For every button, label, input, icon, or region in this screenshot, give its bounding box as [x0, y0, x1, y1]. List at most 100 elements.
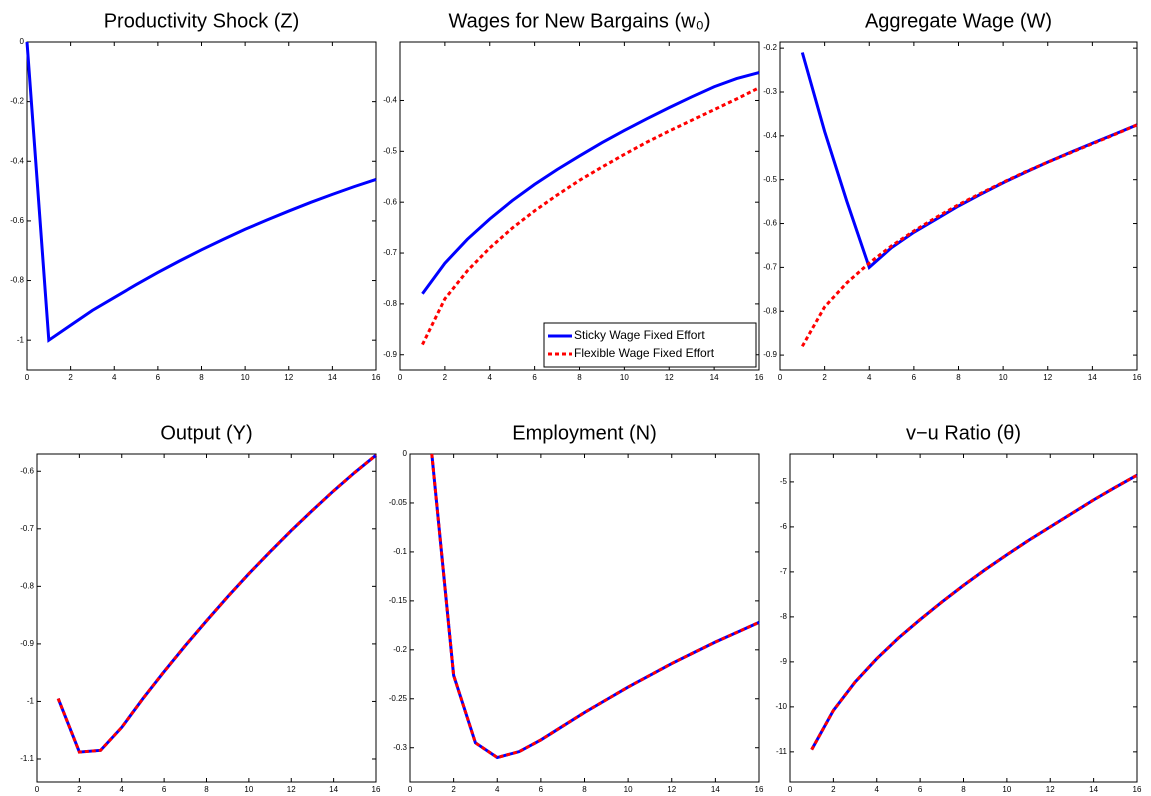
subplot-title: Aggregate Wage (W): [865, 10, 1052, 32]
y-tick-label: -9: [780, 657, 788, 666]
y-tick-label: -0.6: [763, 219, 777, 228]
x-tick-label: 0: [398, 373, 403, 382]
x-tick-label: 14: [329, 785, 338, 794]
y-tick-label: -0.8: [20, 581, 34, 590]
x-tick-label: 16: [1133, 373, 1142, 382]
x-tick-label: 14: [711, 785, 720, 794]
x-tick-label: 6: [912, 373, 917, 382]
subplot-title: v−u Ratio (θ): [906, 422, 1021, 444]
y-tick-label: -0.4: [763, 131, 777, 140]
subplot: v−u Ratio (θ) 0 2 4 6 8 10 12 14 16 -5 -6 -7 -8 -9 -10 -…: [775, 422, 1142, 794]
y-tick-label: -11: [776, 747, 788, 756]
series-line: [421, 86, 760, 346]
subplot: Employment (N) 0 2 4 6 8 10 12 14 16 0 -0.05 -0.1 -0.…: [389, 422, 764, 794]
y-tick-label: -0.5: [763, 175, 777, 184]
x-tick-label: 8: [961, 785, 966, 794]
series-line: [25, 41, 377, 343]
subplot: Productivity Shock (Z) 0 2 4 6 8 10 12 14 16 0 -0.2…: [10, 10, 381, 382]
series-line: [810, 473, 1138, 751]
x-tick-label: 10: [620, 373, 629, 382]
x-tick-label: 2: [451, 785, 456, 794]
series-line: [801, 123, 1138, 348]
x-tick-label: 16: [755, 785, 764, 794]
legend-label: Sticky Wage Fixed Effort: [574, 328, 705, 342]
y-tick-label: -1.1: [20, 754, 34, 763]
x-tick-label: 12: [287, 785, 296, 794]
x-tick-label: 16: [1133, 785, 1142, 794]
x-tick-label: 14: [710, 373, 719, 382]
x-tick-label: 10: [1002, 785, 1011, 794]
y-tick-label: -0.1: [393, 547, 407, 556]
x-tick-label: 10: [241, 373, 250, 382]
x-tick-label: 8: [582, 785, 587, 794]
x-tick-label: 8: [199, 373, 204, 382]
subplot: Output (Y) 0 2 4 6 8 10 12 14 16 -0.6 -0.7 -0.8 -0.9 -…: [20, 422, 381, 794]
x-tick-label: 14: [1089, 785, 1098, 794]
x-tick-label: 12: [665, 373, 674, 382]
plot-area: [36, 453, 377, 783]
subplot-title: Output (Y): [160, 422, 252, 444]
x-tick-label: 4: [120, 785, 125, 794]
series-line: [421, 71, 760, 295]
y-tick-label: -0.2: [763, 43, 777, 52]
series-line: [56, 453, 377, 754]
x-tick-label: 0: [788, 785, 793, 794]
x-tick-label: 2: [822, 373, 827, 382]
x-tick-label: 10: [999, 373, 1008, 382]
x-tick-label: 12: [1043, 373, 1052, 382]
y-tick-label: 0: [403, 449, 408, 458]
plot-area: [399, 41, 760, 371]
x-tick-label: 8: [956, 373, 961, 382]
y-tick-label: -0.15: [389, 596, 408, 605]
y-tick-label: -0.9: [763, 350, 777, 359]
x-tick-label: 0: [35, 785, 40, 794]
y-tick-label: -0.3: [763, 87, 777, 96]
y-tick-label: -0.4: [383, 96, 397, 105]
y-tick-label: -0.25: [389, 694, 408, 703]
x-tick-label: 2: [831, 785, 836, 794]
x-tick-label: 12: [284, 373, 293, 382]
x-tick-label: 14: [328, 373, 337, 382]
x-tick-label: 4: [875, 785, 880, 794]
y-tick-label: -0.7: [383, 248, 397, 257]
x-tick-label: 16: [372, 373, 381, 382]
y-tick-label: -7: [780, 567, 788, 576]
y-tick-label: -0.3: [393, 743, 407, 752]
x-tick-label: 4: [867, 373, 872, 382]
plot-area: [789, 453, 1138, 783]
y-tick-label: -0.9: [383, 350, 397, 359]
x-tick-label: 12: [667, 785, 676, 794]
x-tick-label: 6: [532, 373, 537, 382]
y-tick-label: -0.8: [10, 276, 24, 285]
x-tick-label: 4: [112, 373, 117, 382]
plot-area: [409, 453, 760, 783]
y-tick-label: -0.8: [383, 299, 397, 308]
y-tick-label: -0.7: [763, 262, 777, 271]
x-tick-label: 10: [244, 785, 253, 794]
x-tick-label: 4: [495, 785, 500, 794]
x-tick-label: 10: [624, 785, 633, 794]
x-tick-label: 8: [204, 785, 209, 794]
y-tick-label: -1: [17, 335, 25, 344]
legend-box: [543, 322, 757, 368]
x-tick-label: 16: [755, 373, 764, 382]
x-tick-label: 12: [1046, 785, 1055, 794]
x-tick-label: 6: [162, 785, 167, 794]
y-tick-label: -5: [780, 477, 788, 486]
x-tick-label: 14: [1088, 373, 1097, 382]
y-tick-label: -0.6: [383, 197, 397, 206]
x-tick-label: 6: [918, 785, 923, 794]
x-tick-label: 2: [443, 373, 448, 382]
y-tick-label: -0.2: [10, 97, 24, 106]
y-tick-label: -1: [27, 697, 35, 706]
legend-label: Flexible Wage Fixed Effort: [574, 346, 715, 360]
x-tick-label: 6: [539, 785, 544, 794]
subplot: Aggregate Wage (W) 0 2 4 6 8 10 12 14 16 -0.2 -0.3 -…: [763, 10, 1142, 382]
y-tick-label: 0: [20, 37, 25, 46]
series-line: [430, 453, 760, 760]
y-tick-label: -0.8: [763, 306, 777, 315]
y-tick-label: -0.5: [383, 146, 397, 155]
y-tick-label: -0.6: [10, 216, 24, 225]
y-tick-label: -0.4: [10, 156, 24, 165]
y-tick-label: -0.05: [389, 498, 408, 507]
